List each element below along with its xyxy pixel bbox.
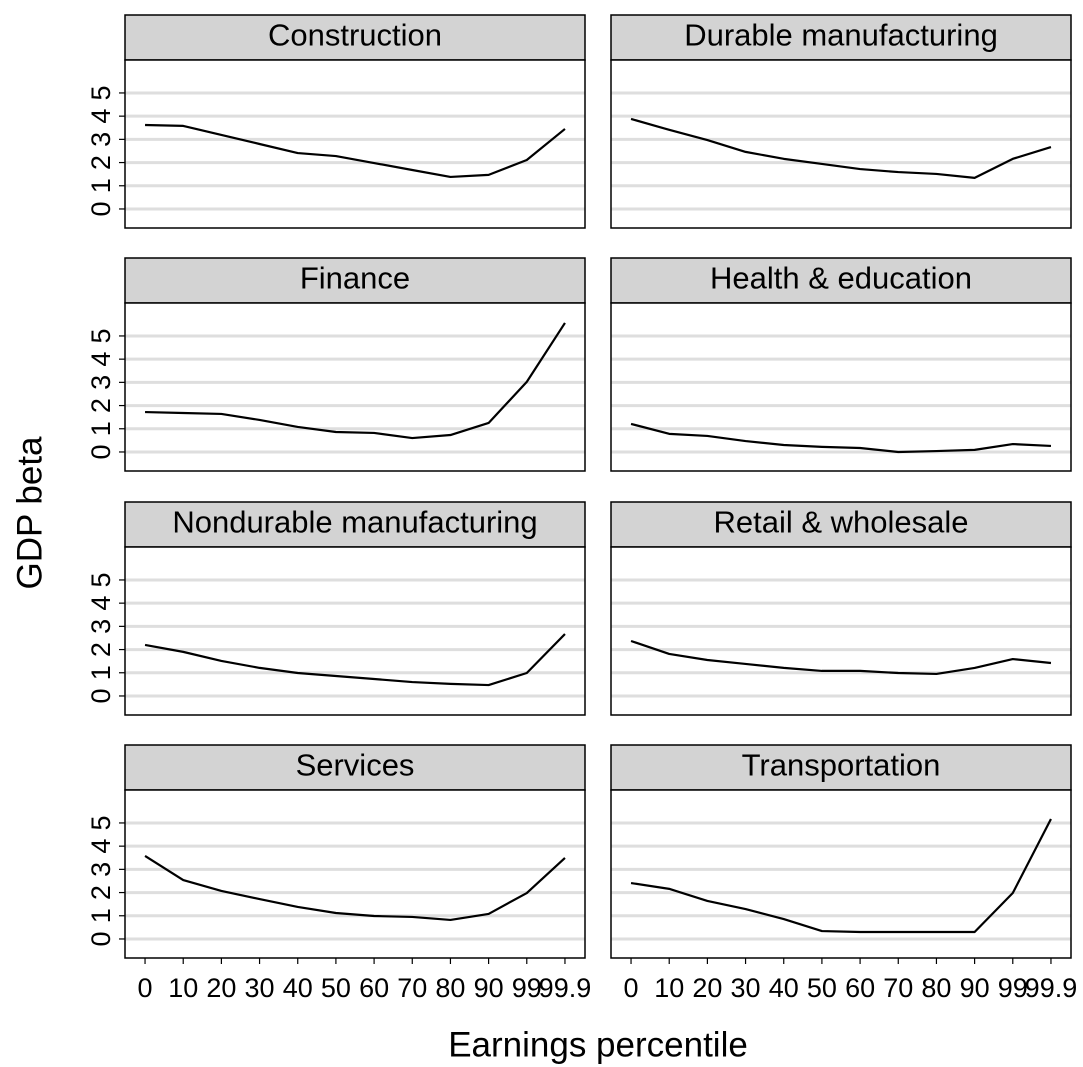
x-tick-label: 0 xyxy=(138,973,153,1003)
panel-border xyxy=(124,789,586,959)
y-tick-label: 3 xyxy=(86,132,116,147)
x-tick-label: 30 xyxy=(731,973,761,1003)
panel-border xyxy=(610,59,1072,229)
line xyxy=(630,422,1052,454)
y-tick-label: 1 xyxy=(86,665,116,680)
panel-border xyxy=(610,789,1072,959)
x-tick-label: 70 xyxy=(397,973,427,1003)
x-tick-label: 10 xyxy=(168,973,198,1003)
y-tick-label: 0 xyxy=(86,201,116,216)
panel xyxy=(611,790,1071,958)
y-tick-label: 5 xyxy=(86,85,116,100)
x-tick-label: 50 xyxy=(321,973,351,1003)
x-tick-label: 60 xyxy=(359,973,389,1003)
strip xyxy=(124,744,586,791)
x-axis-title: Earnings percentile xyxy=(448,1025,748,1064)
y-tick-label: 0 xyxy=(86,688,116,703)
y-tick-label: 3 xyxy=(86,862,116,877)
line xyxy=(144,633,566,687)
x-tick-label: 40 xyxy=(769,973,799,1003)
y-tick-label: 5 xyxy=(86,572,116,587)
y-axis-title: GDP beta xyxy=(10,436,49,590)
strip xyxy=(610,744,1072,791)
line xyxy=(145,322,566,440)
y-tick-label: 2 xyxy=(86,885,116,900)
y-tick-label: 0 xyxy=(86,931,116,946)
strip xyxy=(124,501,586,548)
strip xyxy=(610,501,1072,548)
x-tick-label: 99 xyxy=(998,973,1028,1003)
x-tick-label: 30 xyxy=(245,973,275,1003)
x-tick-label: 80 xyxy=(921,973,951,1003)
y-tick-label: 3 xyxy=(86,375,116,390)
x-tick-label: 99.9 xyxy=(1025,973,1078,1003)
y-tick-label: 3 xyxy=(86,619,116,634)
x-tick-label: 10 xyxy=(654,973,684,1003)
y-tick-label: 1 xyxy=(86,178,116,193)
panel xyxy=(611,303,1071,471)
panel xyxy=(125,60,585,228)
panel-border xyxy=(610,302,1072,472)
line xyxy=(144,854,566,922)
x-tick-label: 40 xyxy=(283,973,313,1003)
x-tick-label: 90 xyxy=(474,973,504,1003)
panel-title: Transportation xyxy=(742,748,941,783)
panel xyxy=(125,547,585,715)
x-tick-label: 20 xyxy=(692,973,722,1003)
line xyxy=(630,639,1052,676)
panel-title: Retail & wholesale xyxy=(713,505,968,540)
panel-title: Services xyxy=(296,748,415,783)
panel-title: Finance xyxy=(300,261,410,296)
y-tick-label: 1 xyxy=(86,908,116,923)
y-tick-label: 4 xyxy=(86,109,116,124)
line xyxy=(630,117,1052,179)
y-tick-label: 4 xyxy=(86,596,116,611)
panel-title: Durable manufacturing xyxy=(684,18,998,53)
panel-title: Health & education xyxy=(710,261,972,296)
line xyxy=(145,123,566,179)
y-tick-label: 5 xyxy=(86,815,116,830)
panel-border xyxy=(124,302,586,472)
panel xyxy=(125,790,585,958)
panel xyxy=(611,60,1071,228)
y-tick-label: 0 xyxy=(86,444,116,459)
x-tick-label: 0 xyxy=(624,973,639,1003)
x-tick-label: 50 xyxy=(807,973,837,1003)
x-tick-label: 80 xyxy=(435,973,465,1003)
y-tick-label: 2 xyxy=(86,642,116,657)
panel xyxy=(611,547,1071,715)
y-tick-label: 4 xyxy=(86,839,116,854)
y-tick-label: 4 xyxy=(86,352,116,367)
panel xyxy=(125,303,585,471)
panel-border xyxy=(124,546,586,716)
y-tick-label: 2 xyxy=(86,155,116,170)
strip xyxy=(610,257,1072,304)
x-tick-label: 60 xyxy=(845,973,875,1003)
x-tick-label: 99.9 xyxy=(539,973,592,1003)
panel-border xyxy=(124,59,586,229)
y-tick-label: 5 xyxy=(86,328,116,343)
strip xyxy=(124,14,586,61)
x-tick-label: 99 xyxy=(512,973,542,1003)
y-tick-label: 1 xyxy=(86,421,116,436)
x-tick-label: 20 xyxy=(206,973,236,1003)
panel-title: Construction xyxy=(268,18,442,53)
panel-title: Nondurable manufacturing xyxy=(172,505,537,540)
x-tick-label: 70 xyxy=(883,973,913,1003)
strip xyxy=(124,257,586,304)
panel-border xyxy=(610,546,1072,716)
x-tick-label: 90 xyxy=(960,973,990,1003)
line xyxy=(630,818,1052,934)
y-tick-label: 2 xyxy=(86,398,116,413)
